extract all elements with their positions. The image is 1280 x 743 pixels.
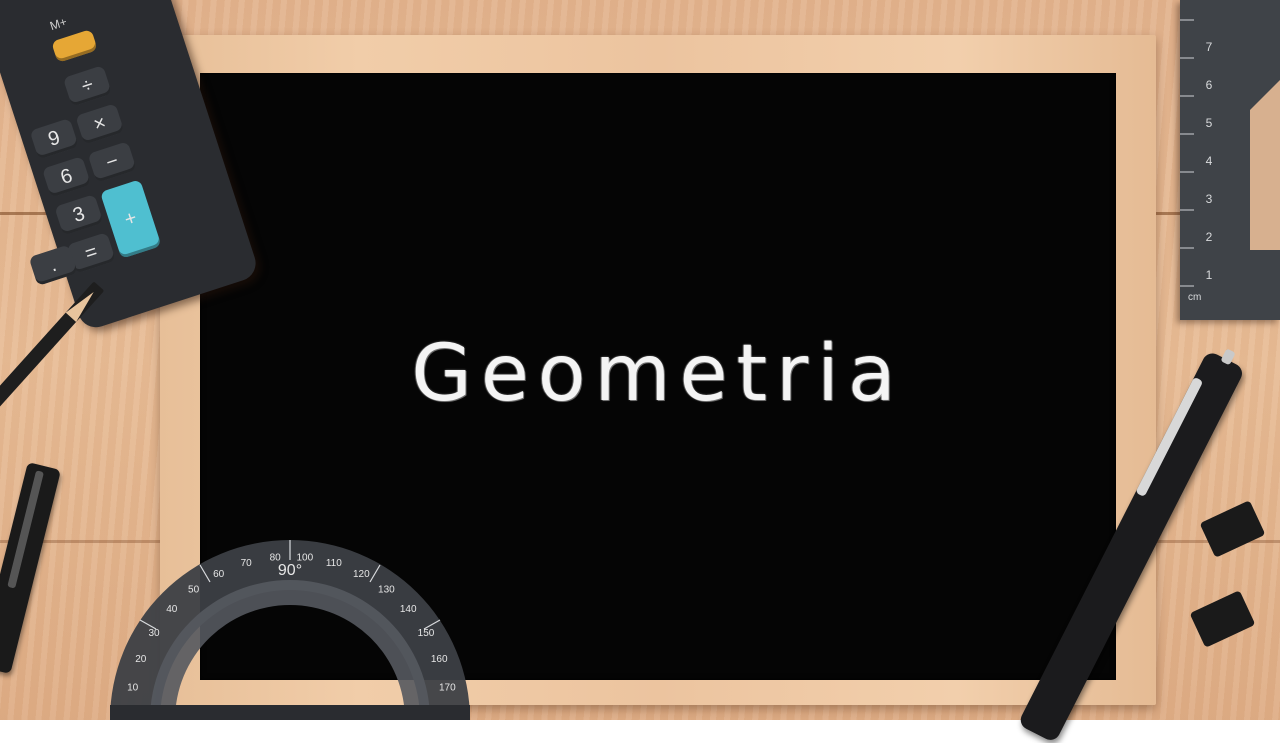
calc-mplus-label: M+ (48, 14, 69, 34)
calc-key-minus: − (87, 141, 137, 183)
ruler-unit-label: cm (1188, 292, 1202, 303)
ruler-tick-label: 3 (1205, 192, 1213, 206)
ruler-markings (1180, 19, 1280, 287)
ruler: 7 6 5 4 3 2 1 cm (1180, 0, 1280, 320)
protractor-scale-label: 30 (148, 628, 160, 639)
protractor-scale-label: 60 (213, 569, 225, 580)
protractor-scale-label: 70 (241, 558, 253, 569)
calc-key-divide: ÷ (62, 65, 113, 107)
protractor-scale-label: 50 (188, 584, 200, 595)
ruler-tick-label: 5 (1205, 116, 1213, 130)
protractor-scale-label: 80 (270, 553, 282, 564)
protractor-scale-label: 160 (431, 654, 448, 665)
calc-key-3: 3 (54, 194, 104, 236)
protractor-scale-label: 100 (296, 553, 313, 564)
board-title: Geometria (411, 328, 905, 419)
protractor-scale-label: 40 (166, 604, 178, 615)
calc-key-mplus (51, 28, 98, 63)
calc-key-9: 9 (29, 118, 79, 160)
protractor-scale-label: 130 (378, 584, 395, 595)
protractor-scale-label: 150 (418, 628, 435, 639)
protractor-scale-label: 140 (400, 604, 417, 615)
ruler-tick-label: 1 (1205, 268, 1213, 282)
protractor-scale-label: 10 (127, 683, 139, 694)
calc-key-6: 6 (41, 156, 92, 198)
ruler-tick-label: 4 (1205, 154, 1213, 168)
protractor-top-label: 90° (278, 562, 302, 579)
ruler-tick-label: 7 (1205, 40, 1213, 54)
protractor-scale-label: 20 (135, 654, 147, 665)
protractor: 90° 10 20 30 40 50 60 70 80 100 110 120 130 140 150 16… (110, 540, 470, 720)
protractor-scale-label: 120 (353, 569, 370, 580)
protractor-scale-label: 170 (439, 683, 456, 694)
calc-key-multiply: × (75, 103, 125, 145)
ruler-tick-label: 6 (1205, 78, 1213, 92)
protractor-scale-label: 110 (326, 558, 342, 569)
ruler-tick-label: 2 (1205, 230, 1213, 244)
